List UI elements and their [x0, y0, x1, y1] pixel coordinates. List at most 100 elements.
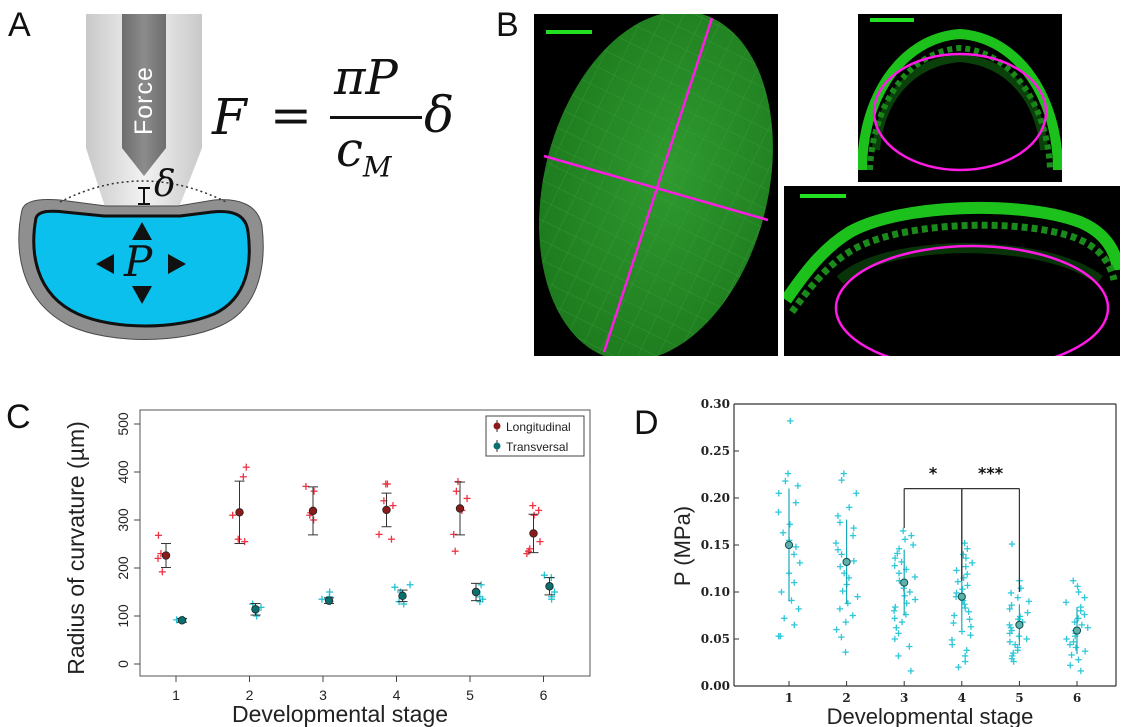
d-point	[891, 635, 899, 643]
d-point	[1077, 607, 1084, 614]
d-point	[790, 551, 798, 558]
d-ytick-label: 0.20	[701, 491, 730, 505]
d-point	[891, 615, 898, 622]
d-point	[782, 477, 789, 485]
equation-denominator: cM	[336, 122, 392, 184]
d-point	[838, 476, 845, 484]
d-point	[1072, 644, 1080, 651]
d-mean-marker	[1072, 626, 1082, 635]
d-point	[1084, 624, 1091, 631]
c-point	[395, 598, 403, 606]
c-point	[547, 574, 555, 582]
d-point	[903, 600, 910, 607]
d-point	[845, 504, 853, 511]
d-point	[788, 597, 795, 604]
d-point	[1008, 601, 1015, 609]
c-point	[241, 538, 249, 546]
d-point	[834, 512, 842, 520]
d-xtick-label: 6	[1073, 691, 1081, 705]
d-significance-label: *	[929, 464, 938, 483]
d-point	[967, 632, 974, 639]
d-point	[962, 604, 969, 612]
d-point	[961, 652, 969, 660]
d-point	[959, 585, 966, 593]
c-point	[375, 530, 383, 538]
c-xtick-label: 4	[393, 687, 401, 703]
d-point	[958, 628, 966, 635]
d-point	[948, 636, 956, 644]
c-point	[234, 535, 242, 543]
d-ytick-label: 0.05	[701, 632, 730, 646]
d-point	[1008, 655, 1016, 662]
d-point	[1016, 577, 1023, 584]
c-point	[307, 509, 315, 517]
d-point	[890, 607, 898, 614]
d-point	[964, 570, 971, 578]
d-point	[1070, 638, 1077, 646]
d-point	[1078, 621, 1086, 629]
d-point	[1006, 605, 1013, 613]
d-point	[832, 539, 840, 547]
d-point	[900, 585, 907, 592]
d-point	[911, 596, 919, 603]
d-point	[906, 643, 913, 650]
d-point	[794, 482, 802, 489]
d-point	[892, 603, 899, 611]
legend-marker-longitudinal	[493, 422, 501, 430]
c-point	[326, 598, 334, 606]
c-point	[477, 581, 485, 589]
c-point	[400, 600, 408, 608]
c-point	[389, 502, 397, 510]
d-point	[900, 581, 907, 588]
longitudinal-fit-ellipse	[834, 244, 1110, 356]
d-point	[792, 543, 800, 551]
d-point	[1081, 648, 1089, 655]
d-ytick-label: 0.30	[701, 397, 730, 411]
c-plot-frame	[139, 409, 591, 677]
d-point	[955, 664, 962, 671]
c-point	[452, 487, 460, 495]
c-point	[529, 502, 537, 510]
d-point	[1071, 618, 1078, 626]
d-point	[964, 582, 971, 589]
d-point	[842, 618, 849, 626]
d-point	[1010, 649, 1017, 657]
transversal-axis-line	[543, 154, 769, 222]
c-point	[302, 482, 310, 490]
d-point	[961, 539, 968, 547]
d-ytick-label: 0.00	[701, 679, 730, 693]
d-point	[796, 559, 804, 567]
d-point	[787, 417, 794, 425]
embryo-surface	[539, 14, 773, 356]
d-point	[833, 626, 840, 633]
d-point	[1071, 632, 1079, 640]
d-mean-marker	[900, 578, 909, 587]
c-point	[325, 593, 333, 601]
d-point	[952, 593, 960, 600]
c-point	[154, 531, 162, 539]
d-point	[960, 551, 967, 558]
equation-delta: δ	[424, 86, 455, 144]
d-point	[1016, 613, 1024, 620]
c-point	[173, 616, 181, 624]
c-ylabel: Radius of curvature (µm)	[63, 421, 89, 675]
c-ytick-label: 0	[115, 660, 131, 668]
d-point	[903, 566, 910, 573]
d-point	[1067, 662, 1074, 669]
d-point	[898, 618, 906, 626]
c-point	[473, 588, 481, 596]
d-point	[1015, 616, 1022, 623]
legend-marker-transversal	[493, 442, 501, 450]
d-point	[1015, 632, 1023, 640]
c-mean-marker	[398, 591, 407, 601]
c-mean-marker	[324, 596, 334, 605]
panel-label-a: A	[8, 6, 31, 44]
micrograph-transversal-section	[858, 14, 1062, 182]
d-point	[775, 508, 782, 516]
d-point	[950, 612, 958, 619]
c-xtick-label: 2	[246, 687, 254, 703]
c-point	[406, 581, 414, 589]
d-point	[840, 470, 848, 477]
c-point	[179, 615, 187, 623]
